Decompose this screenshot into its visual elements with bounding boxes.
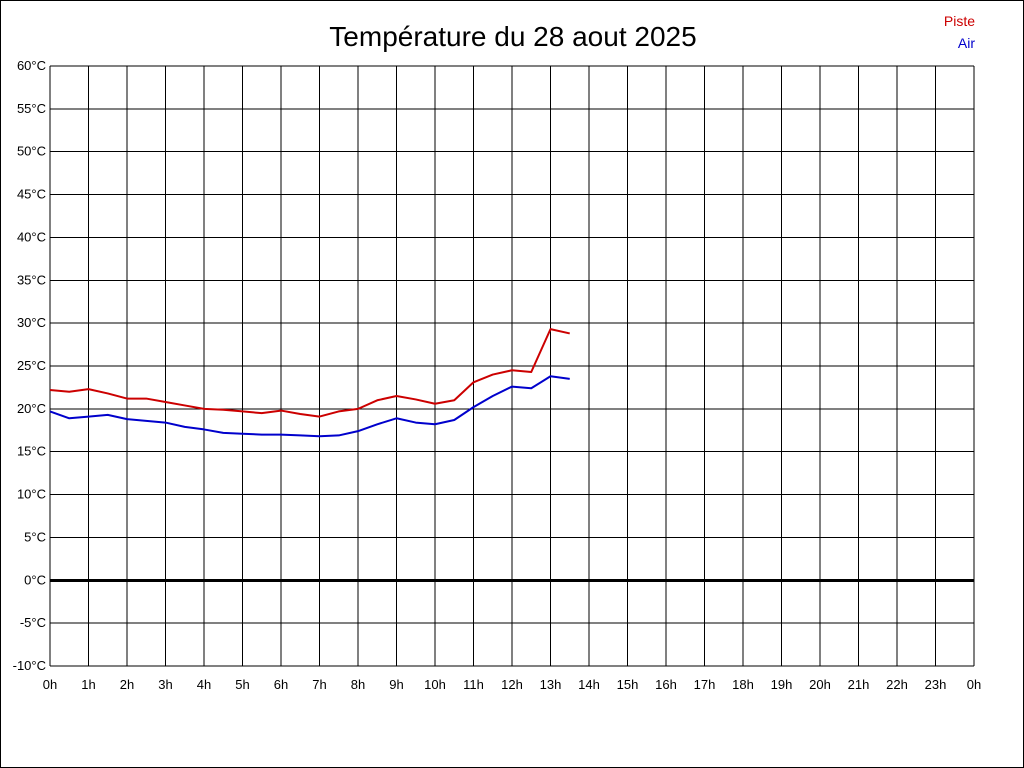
x-tick-label: 3h (158, 677, 172, 692)
x-tick-label: 16h (655, 677, 677, 692)
y-tick-label: 55°C (17, 101, 46, 116)
x-tick-label: 18h (732, 677, 754, 692)
x-tick-label: 20h (809, 677, 831, 692)
legend-entry-air: Air (958, 35, 975, 51)
x-tick-label: 21h (848, 677, 870, 692)
x-tick-label: 12h (501, 677, 523, 692)
y-tick-label: 60°C (17, 58, 46, 73)
series-line-air (49, 375, 570, 438)
legend-entry-piste: Piste (944, 13, 975, 29)
x-tick-label: 13h (540, 677, 562, 692)
y-tick-label: 40°C (17, 229, 46, 244)
x-tick-label: 4h (197, 677, 211, 692)
x-tick-label: 6h (274, 677, 288, 692)
y-tick-label: 25°C (17, 358, 46, 373)
y-tick-label: 5°C (24, 529, 46, 544)
y-tick-label: 15°C (17, 444, 46, 459)
y-tick-label: 35°C (17, 272, 46, 287)
grid (49, 65, 975, 667)
x-axis-labels: 0h 1h 2h 3h 4h 5h 6h 7h 8h 9h 10h 11h 12h 13h 14h 15h 16… (43, 677, 981, 692)
x-tick-label: 2h (120, 677, 134, 692)
legend: Piste Air (944, 13, 975, 51)
series-line-piste (49, 328, 570, 418)
x-tick-label: 0h (967, 677, 981, 692)
x-tick-label: 15h (617, 677, 639, 692)
x-tick-label: 23h (925, 677, 947, 692)
chart-title: Température du 28 aout 2025 (329, 21, 696, 52)
x-tick-label: 17h (694, 677, 716, 692)
x-tick-label: 19h (771, 677, 793, 692)
y-tick-label: 20°C (17, 401, 46, 416)
y-tick-label: 10°C (17, 487, 46, 502)
x-tick-label: 22h (886, 677, 908, 692)
y-tick-label: 45°C (17, 187, 46, 202)
y-axis-labels: 60°C 55°C 50°C 45°C 40°C 35°C 30°C 25°C 20°C 15°C… (13, 58, 46, 673)
series-lines (49, 328, 570, 438)
x-tick-label: 0h (43, 677, 57, 692)
x-tick-label: 11h (463, 677, 484, 692)
x-tick-label: 14h (578, 677, 600, 692)
x-tick-label: 7h (312, 677, 326, 692)
x-tick-label: 9h (389, 677, 403, 692)
y-tick-label: 50°C (17, 144, 46, 159)
y-tick-label: 0°C (24, 572, 46, 587)
x-tick-label: 10h (424, 677, 446, 692)
x-tick-label: 8h (351, 677, 365, 692)
y-tick-label: 30°C (17, 315, 46, 330)
y-tick-label: -5°C (20, 615, 46, 630)
x-tick-label: 1h (81, 677, 95, 692)
y-tick-label: -10°C (13, 658, 46, 673)
x-tick-label: 5h (235, 677, 249, 692)
